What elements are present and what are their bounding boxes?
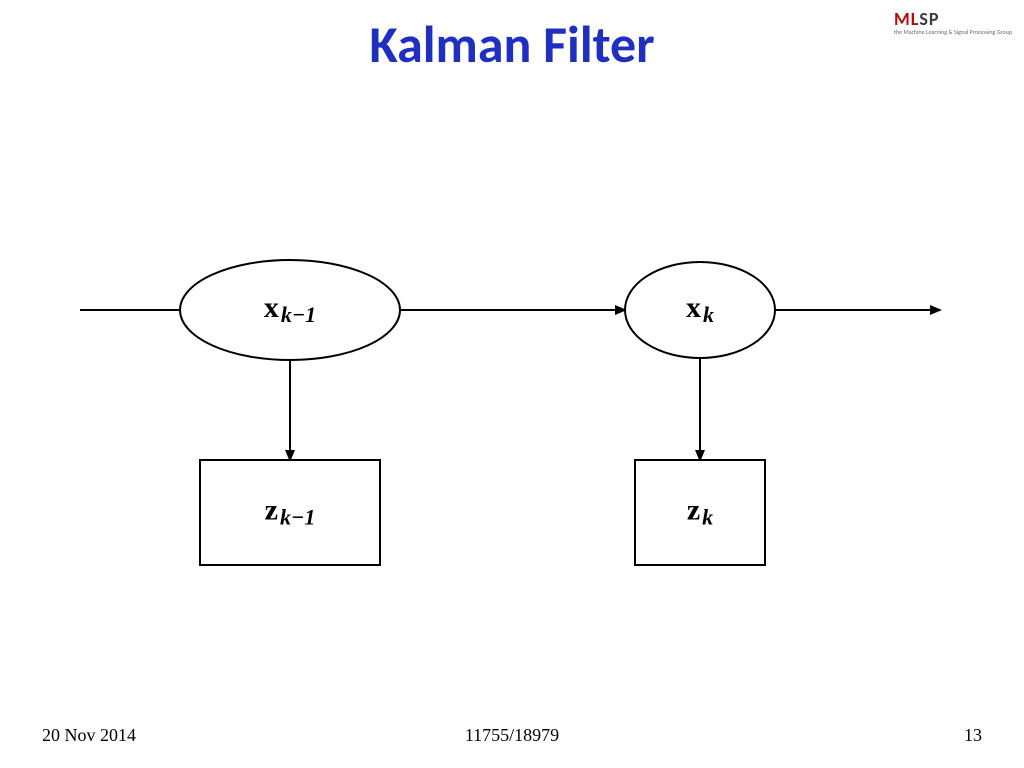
footer-page: 13 [964, 725, 982, 746]
footer-course: 11755/18979 [0, 725, 1024, 746]
logo-subtext: the Machine Learning & Signal Processing… [894, 28, 1012, 36]
slide-title: Kalman Filter [0, 12, 1024, 76]
logo-sp: SP [919, 8, 939, 30]
logo-ml: ML [894, 8, 919, 30]
logo: MLSP the Machine Learning & Signal Proce… [894, 8, 1012, 36]
kalman-diagram: xk−1xkzk−1zk [60, 230, 964, 590]
